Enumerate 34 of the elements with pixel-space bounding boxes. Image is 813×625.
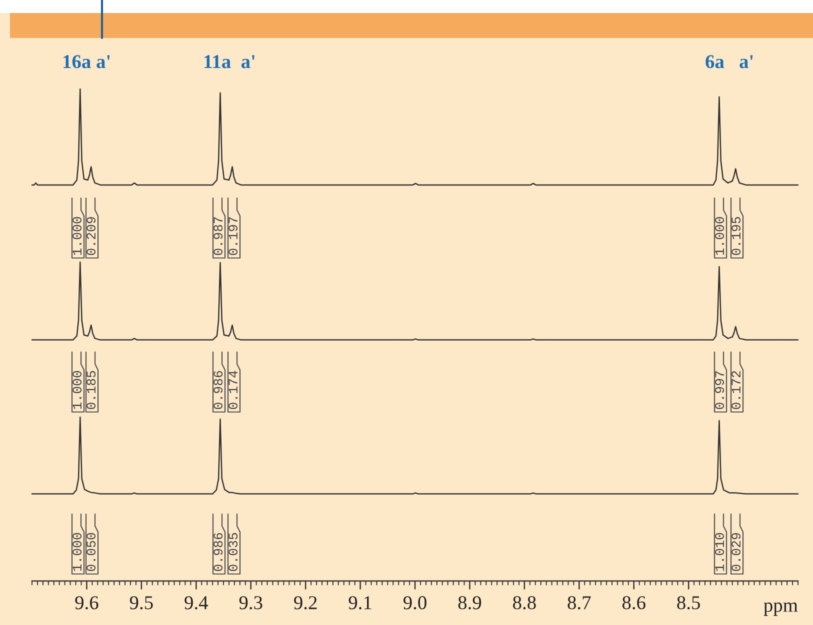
text: 11a a' xyxy=(204,55,254,68)
annotation: 0.172 xyxy=(732,371,741,409)
x-tick-label: 9.5 xyxy=(130,596,153,610)
x-tick-label: 9.6 xyxy=(75,596,98,610)
annotation: 0.986 xyxy=(214,533,223,571)
annotation: 0.209 xyxy=(86,217,96,255)
text: 16a a' xyxy=(64,55,110,68)
annotation: 0.185 xyxy=(86,371,96,409)
annotation: 1.000 xyxy=(72,217,82,255)
annotation: 0.986 xyxy=(214,371,223,409)
annotation: 1.000 xyxy=(72,533,82,571)
annotation: 0.029 xyxy=(732,533,741,571)
x-tick-label: 8.5 xyxy=(677,596,700,610)
annotation: 0.195 xyxy=(732,217,741,255)
x-tick-label: 9.4 xyxy=(184,596,208,610)
x-tick-label: 8.9 xyxy=(458,596,482,610)
x-tick-label: 9.3 xyxy=(239,596,262,610)
annotation: 1.000 xyxy=(715,217,724,255)
annotation: 0.197 xyxy=(228,217,238,255)
x-tick-label: 9.0 xyxy=(403,596,426,610)
annotation: 0.035 xyxy=(228,533,238,571)
annotation: 1.000 xyxy=(72,371,82,409)
annotation: 0.997 xyxy=(715,371,724,409)
x-tick-label: 8.8 xyxy=(513,596,536,610)
x-tick-label: 8.6 xyxy=(622,596,646,610)
annotation: 0.050 xyxy=(86,533,96,571)
x-tick-label: 8.7 xyxy=(568,596,591,610)
x-axis-title: ppm xyxy=(764,602,798,616)
annotation: 0.174 xyxy=(228,370,238,409)
annotation: 1.010 xyxy=(715,533,724,571)
text: 6a a' xyxy=(706,55,753,68)
annotation: 0.987 xyxy=(214,217,223,255)
x-tick-label: 9.1 xyxy=(348,596,372,610)
x-tick-label: 9.2 xyxy=(294,596,317,610)
